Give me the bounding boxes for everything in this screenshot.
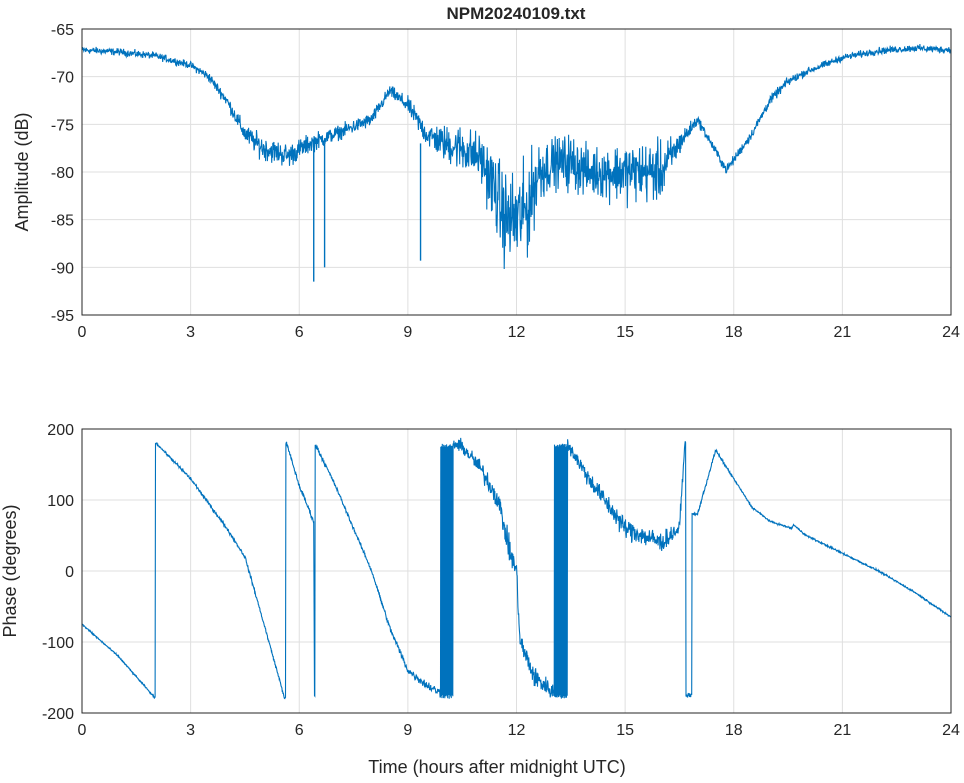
x-tick-label: 12 [508,722,526,739]
x-axis-label: Time (hours after midnight UTC) [368,757,625,777]
x-tick-label: 0 [78,722,87,739]
y-tick-label: 200 [47,422,74,439]
amplitude-line [81,43,952,270]
x-tick-label: 0 [78,324,87,341]
x-tick-label: 9 [403,324,412,341]
y-tick-label: -90 [51,260,74,277]
x-tick-label: 24 [942,324,960,341]
x-tick-label: 21 [833,324,851,341]
x-tick-label: 15 [616,722,634,739]
x-tick-label: 6 [295,324,304,341]
y-tick-label: -200 [42,706,74,723]
y-tick-label: 100 [47,493,74,510]
y-tick-label: -100 [42,635,74,652]
x-tick-label: 18 [725,722,743,739]
y-tick-label: -75 [51,117,74,134]
amplitude-ylabel: Amplitude (dB) [12,112,32,231]
x-tick-label: 3 [186,722,195,739]
x-tick-label: 18 [725,324,743,341]
y-tick-label: -65 [51,22,74,39]
phase-line [81,437,951,700]
y-tick-label: -70 [51,70,74,87]
x-tick-label: 6 [295,722,304,739]
x-tick-label: 3 [186,324,195,341]
axes-box [81,28,952,316]
amplitude-axes: 0 3 6 9 12 15 18 21 24 -65 -70 -75 -80 -85 -90 -95 [51,22,960,341]
x-tick-label: 12 [508,324,526,341]
y-tick-label: -80 [51,165,74,182]
x-tick-label: 21 [833,722,851,739]
x-tick-label: 24 [942,722,960,739]
y-tick-label: -85 [51,213,74,230]
y-tick-label: -95 [51,308,74,325]
x-tick-label: 9 [403,722,412,739]
phase-ylabel: Phase (degrees) [0,504,20,637]
x-tick-label: 15 [616,324,634,341]
axes-box [81,428,952,714]
y-tick-label: 0 [65,564,74,581]
chart-title: NPM20240109.txt [447,4,586,23]
phase-axes: 0 3 6 9 12 15 18 21 24 200 100 0 -100 -200 [42,422,960,739]
